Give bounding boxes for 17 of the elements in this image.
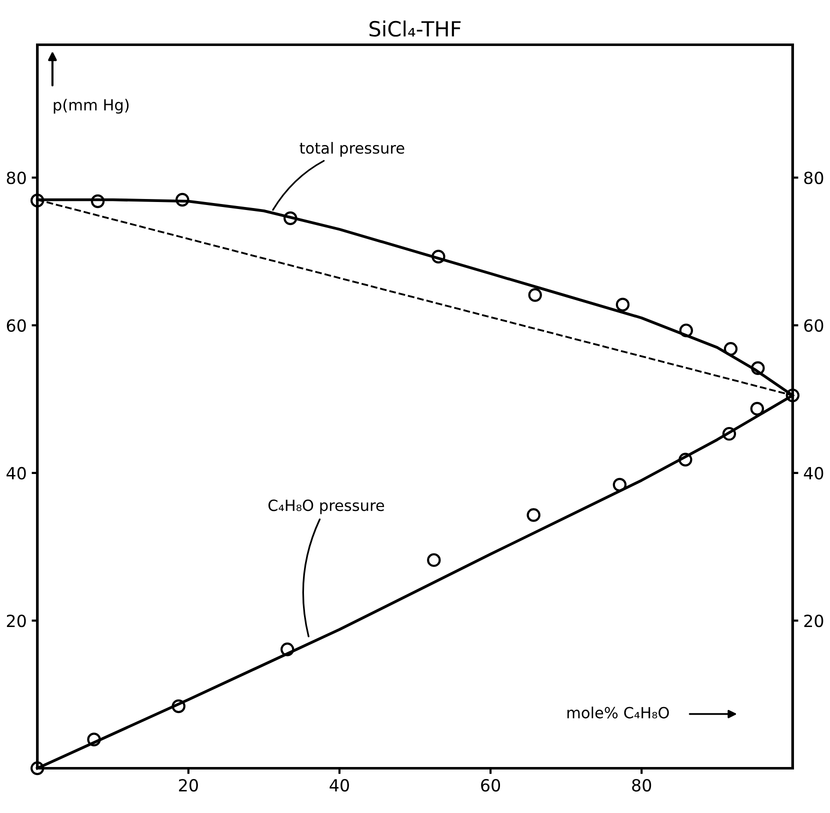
x-tick-label: 80: [632, 778, 652, 792]
y-tick-label: 80: [6, 172, 26, 184]
x-tick-label: 20: [179, 778, 198, 792]
annotation: C₄H₈O pressure: [268, 500, 384, 514]
x-axis-title: mole% C₄H₈O: [567, 706, 669, 718]
y2-tick-label: 20: [804, 614, 824, 628]
y-tick-label: 40: [6, 466, 26, 480]
y2-tick-label: 40: [804, 466, 824, 480]
x-tick-label: 60: [481, 778, 500, 792]
chart-title: SiCl₄-THF: [370, 20, 461, 37]
y-tick-label: 20: [6, 614, 26, 628]
y-axis-title: p(mm Hg): [54, 98, 129, 114]
y2-tick-label: 80: [804, 172, 824, 184]
y2-tick-label: 60: [804, 319, 824, 332]
annotation: total pressure: [300, 142, 404, 157]
x-tick-label: 40: [330, 778, 349, 792]
y-tick-label: 60: [6, 319, 26, 332]
